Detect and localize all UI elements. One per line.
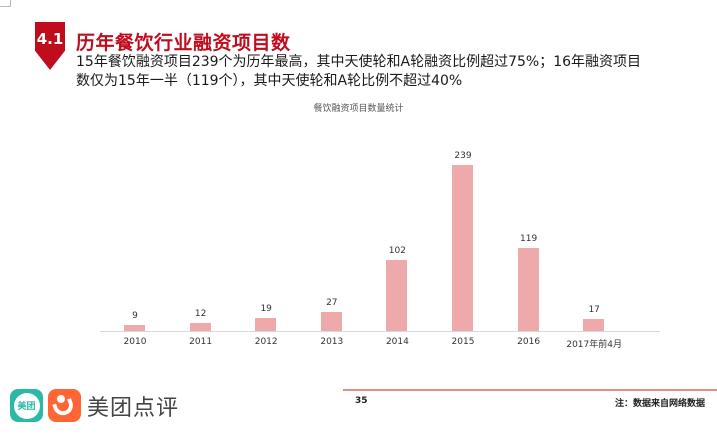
subtitle-line-1: 15年餐饮融资项目239个为历年最高，其中天使轮和A轮融资比例超过75%；16年… <box>76 54 642 70</box>
data-label: 27 <box>326 298 338 309</box>
bar <box>583 319 605 331</box>
data-label: 102 <box>388 246 406 257</box>
page-title: 历年餐饮行业融资项目数 <box>76 32 291 54</box>
data-label: 9 <box>132 310 138 321</box>
x-tick-label: 2012 <box>254 337 278 347</box>
section-number: 4.1 <box>36 30 64 48</box>
brand-logo: 美团 美团点评 <box>10 389 179 422</box>
section-badge: 4.1 <box>35 22 65 70</box>
x-axis-line <box>100 331 660 332</box>
meituan-icon-text: 美团 <box>13 392 40 419</box>
x-tick-label: 2016 <box>517 337 541 347</box>
x-tick-label: 2011 <box>189 337 213 347</box>
bar <box>452 165 473 331</box>
bar-column: 119 <box>494 130 564 331</box>
subtitle-line-2: 数仅为15年一半（119个），其中天使轮和A轮比例不超过40% <box>76 73 463 89</box>
bar <box>517 248 539 331</box>
bar-column: 239 <box>428 130 498 331</box>
data-label: 119 <box>520 234 538 245</box>
data-label: 12 <box>194 308 207 319</box>
x-tick-label: 2014 <box>385 337 409 347</box>
bar <box>320 312 342 331</box>
bar <box>255 317 277 331</box>
data-label: 239 <box>454 151 472 161</box>
bar-column: 9 <box>100 130 170 331</box>
bar-column: 17 <box>559 130 629 331</box>
bar <box>386 260 408 331</box>
chart-title: 餐饮融资项目数量统计 <box>313 104 404 114</box>
bar-column: 12 <box>166 130 236 331</box>
page-subtitle: 15年餐饮融资项目239个为历年最高，其中天使轮和A轮融资比例超过75%；16年… <box>76 53 676 91</box>
bar-column: 19 <box>231 130 301 331</box>
x-tick-label: 2010 <box>123 337 147 347</box>
bar <box>189 322 211 331</box>
dianping-icon <box>48 389 81 422</box>
bar-column: 27 <box>297 130 367 331</box>
source-note: 注：数据来自网络数据 <box>614 399 705 409</box>
window-corner <box>0 0 11 7</box>
bar-chart-plot: 9 12 19 27 102 239 119 17 <box>100 130 660 331</box>
brand-name: 美团点评 <box>87 395 180 421</box>
x-tick-label: 2017年前4月 <box>566 340 622 350</box>
page-number: 35 <box>355 396 368 406</box>
bar-column: 102 <box>362 130 432 331</box>
footer-divider <box>343 389 717 391</box>
x-tick-label: 2013 <box>320 337 344 347</box>
meituan-icon: 美团 <box>10 389 43 422</box>
data-label: 19 <box>260 303 272 314</box>
x-tick-label: 2015 <box>451 337 475 347</box>
bar <box>124 324 145 331</box>
data-label: 17 <box>588 305 600 316</box>
